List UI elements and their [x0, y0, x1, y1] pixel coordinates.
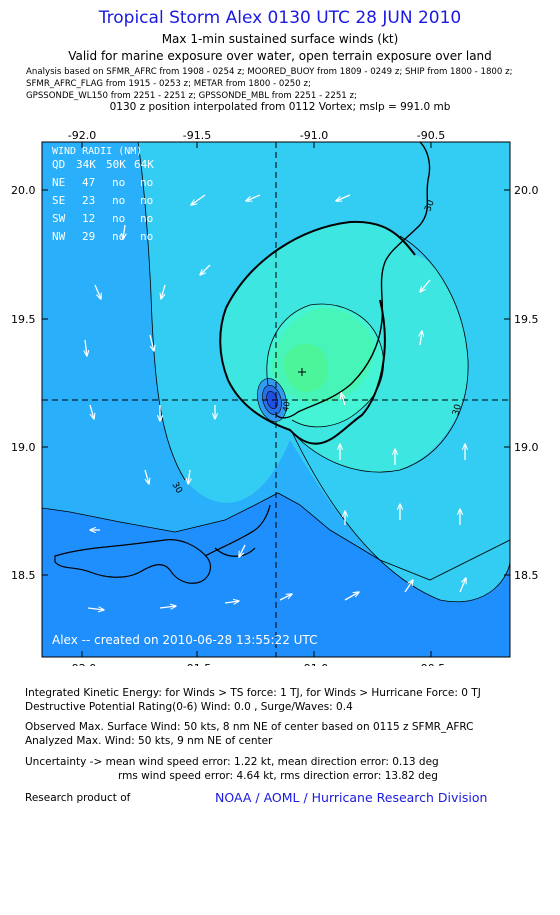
latitude-tick-labels-right: 20.0 19.5 19.0 18.5 — [514, 184, 539, 582]
position-note: 0130 z position interpolated from 0112 V… — [109, 101, 451, 113]
wind-radii-row: SW 12 no no — [52, 212, 153, 225]
wind-radii-header: QD 34K 50K 64K — [52, 158, 154, 171]
lat-label: 19.0 — [514, 441, 539, 454]
wind-arrow — [144, 469, 149, 484]
lat-label: 19.5 — [514, 313, 539, 326]
wind-arrow — [123, 224, 125, 239]
lat-label: 19.5 — [11, 313, 36, 326]
contour-line-34kt — [219, 220, 416, 445]
lon-label: -91.5 — [183, 662, 211, 666]
latitude-tick-labels-left: 20.0 19.5 19.0 18.5 — [11, 184, 36, 582]
wind-arrow — [159, 606, 176, 608]
wind-arrow — [149, 334, 154, 351]
uncertainty-rms: rms wind speed error: 4.64 kt, rms direc… — [118, 770, 438, 782]
wind-arrow — [161, 284, 166, 299]
wind-arrow — [404, 580, 413, 593]
wind-arrow — [191, 194, 206, 205]
lat-label: 20.0 — [514, 184, 539, 197]
wind-arrow — [344, 592, 359, 601]
max-wind-marker — [298, 368, 306, 376]
wind-arrow — [188, 469, 190, 484]
wind-analysis-map: 30 30 30 40 WIND RADII (NM) QD 34K 50K 6… — [11, 129, 539, 666]
contour-label-30kt-coast: 30 — [423, 199, 436, 213]
dpr-text: Destructive Potential Rating(0-6) Wind: … — [25, 701, 353, 713]
lon-label: -90.5 — [417, 129, 445, 142]
contour-line-30kt — [137, 142, 510, 603]
wind-arrow — [87, 608, 104, 610]
wind-arrow — [246, 194, 261, 201]
analysis-line-2: SFMR_AFRC_FLAG from 1915 - 0253 z; METAR… — [26, 79, 311, 89]
lon-label: -92.0 — [68, 662, 96, 666]
wind-arrow — [336, 194, 351, 201]
research-label: Research product of — [25, 792, 131, 804]
wind-arrow — [420, 279, 431, 292]
lat-label: 18.5 — [11, 569, 36, 582]
observed-max-wind: Observed Max. Surface Wind: 50 kts, 8 nm… — [25, 721, 474, 733]
contour-label-30kt-east: 30 — [451, 403, 464, 417]
analysis-line-1: Analysis based on SFMR_AFRC from 1908 - … — [26, 67, 513, 77]
lon-label: -90.5 — [417, 662, 445, 666]
wind-arrow — [341, 393, 345, 406]
contour-line-30kt-southwest — [42, 492, 510, 581]
contour-label-40kt: 40 — [281, 401, 292, 413]
axis-ticks — [42, 142, 510, 657]
wind-arrow — [200, 264, 211, 275]
yucatan-coastline — [275, 142, 431, 419]
map-title: Tropical Storm Alex 0130 UTC 28 JUN 2010 — [98, 8, 462, 28]
wind-radii-row: SE 23 no no — [52, 194, 153, 207]
creator-note: Alex -- created on 2010-06-28 13:55:22 U… — [52, 633, 317, 647]
lon-label: -92.0 — [68, 129, 96, 142]
wind-arrow — [239, 544, 246, 557]
lat-label: 20.0 — [11, 184, 36, 197]
wind-arrow — [420, 331, 422, 346]
map-subtitle-exposure: Valid for marine exposure over water, op… — [68, 49, 492, 63]
contour-line-40kt — [266, 303, 384, 428]
wind-arrow — [89, 404, 94, 419]
laguna-coastline — [204, 504, 271, 557]
lon-label: -91.0 — [300, 129, 328, 142]
wind-radii-table: WIND RADII (NM) QD 34K 50K 64K NE 47 no no … — [52, 146, 154, 243]
lon-label: -91.5 — [183, 129, 211, 142]
ike-text: Integrated Kinetic Energy: for Winds > T… — [25, 687, 481, 699]
wind-arrow — [94, 284, 101, 299]
wind-radii-title: WIND RADII (NM) — [52, 146, 142, 157]
map-subtitle-winds: Max 1-min sustained surface winds (kt) — [161, 32, 399, 46]
wind-arrow — [85, 339, 87, 356]
wind-arrow — [279, 594, 292, 601]
lon-label: -91.0 — [300, 662, 328, 666]
lat-label: 18.5 — [514, 569, 539, 582]
wind-radii-row: NE 47 no no — [52, 176, 153, 189]
analyzed-max-wind: Analyzed Max. Wind: 50 kts, 9 nm NE of c… — [25, 735, 273, 747]
analysis-line-3: GPSSONDE_WL150 from 2251 - 2251 z; GPSSO… — [26, 91, 357, 101]
campeche-coastline — [54, 539, 212, 584]
longitude-tick-labels-bottom: -92.0 -91.5 -91.0 -90.5 — [68, 662, 445, 666]
uncertainty-mean: Uncertainty -> mean wind speed error: 1.… — [25, 756, 439, 768]
lat-label: 19.0 — [11, 441, 36, 454]
wind-radii-row: NW 29 no no — [52, 230, 153, 243]
wind-zone-50kt — [283, 343, 329, 393]
noaa-credit: NOAA / AOML / Hurricane Research Divisio… — [215, 790, 488, 805]
wind-vectors — [85, 194, 466, 610]
longitude-tick-labels-top: -92.0 -91.5 -91.0 -90.5 — [68, 129, 445, 142]
wind-arrow — [459, 578, 466, 593]
wind-arrow — [224, 601, 239, 603]
